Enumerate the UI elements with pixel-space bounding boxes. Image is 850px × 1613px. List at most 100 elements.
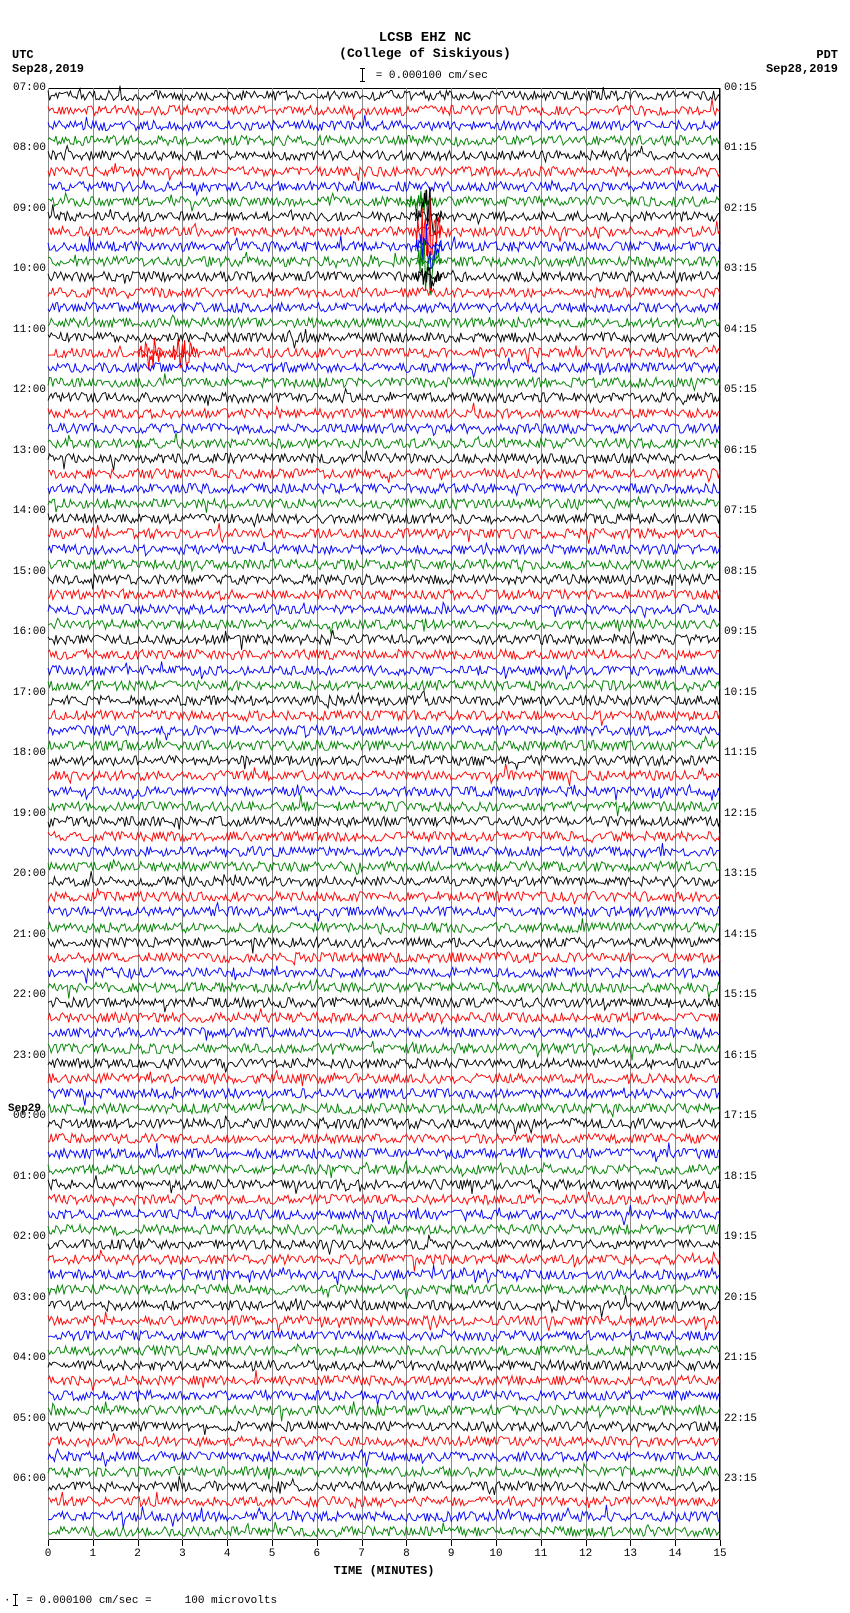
pdt-time-label: 23:15 (724, 1473, 757, 1485)
utc-time-label: 20:00 (10, 868, 46, 880)
pdt-time-label: 08:15 (724, 566, 757, 578)
x-tick-label: 2 (134, 1548, 141, 1560)
x-tick (272, 1540, 273, 1546)
x-tick-label: 12 (579, 1548, 592, 1560)
utc-time-label: 19:00 (10, 808, 46, 820)
x-tick (317, 1540, 318, 1546)
x-tick (362, 1540, 363, 1546)
station-code: LCSB EHZ NC (0, 30, 850, 46)
pdt-time-label: 14:15 (724, 929, 757, 941)
utc-time-label: 03:00 (10, 1292, 46, 1304)
pdt-time-label: 21:15 (724, 1352, 757, 1364)
utc-time-label: 01:00 (10, 1171, 46, 1183)
pdt-time-label: 00:15 (724, 82, 757, 94)
scale-indicator: = 0.000100 cm/sec (0, 68, 850, 82)
x-tick (227, 1540, 228, 1546)
utc-time-label: 14:00 (10, 505, 46, 517)
utc-time-label: 08:00 (10, 142, 46, 154)
pdt-time-label: 01:15 (724, 142, 757, 154)
x-tick (675, 1540, 676, 1546)
x-tick-label: 8 (403, 1548, 410, 1560)
x-tick-label: 6 (313, 1548, 320, 1560)
x-tick-label: 10 (489, 1548, 502, 1560)
utc-time-label: 18:00 (10, 747, 46, 759)
left-tz: UTC (12, 48, 84, 62)
pdt-time-label: 20:15 (724, 1292, 757, 1304)
pdt-time-label: 09:15 (724, 626, 757, 638)
pdt-time-label: 06:15 (724, 445, 757, 457)
x-tick (138, 1540, 139, 1546)
x-tick-label: 7 (358, 1548, 365, 1560)
x-tick-label: 3 (179, 1548, 186, 1560)
x-tick (630, 1540, 631, 1546)
utc-time-label: 23:00 (10, 1050, 46, 1062)
pdt-time-label: 17:15 (724, 1110, 757, 1122)
date-rollover-label: Sep29 (8, 1103, 41, 1115)
x-tick-label: 4 (224, 1548, 231, 1560)
utc-time-label: 07:00 (10, 82, 46, 94)
x-tick (541, 1540, 542, 1546)
station-location: (College of Siskiyous) (0, 46, 850, 61)
right-tz: PDT (766, 48, 838, 62)
x-tick (93, 1540, 94, 1546)
utc-time-label: 13:00 (10, 445, 46, 457)
pdt-time-label: 03:15 (724, 263, 757, 275)
utc-time-label: 15:00 (10, 566, 46, 578)
footer-text-right: 100 microvolts (185, 1595, 277, 1607)
scale-label: = 0.000100 cm/sec (376, 70, 488, 82)
x-axis-label: TIME (MINUTES) (48, 1564, 720, 1578)
utc-time-label: 16:00 (10, 626, 46, 638)
pdt-time-label: 18:15 (724, 1171, 757, 1183)
pdt-time-label: 11:15 (724, 747, 757, 759)
pdt-time-label: 02:15 (724, 203, 757, 215)
x-axis: TIME (MINUTES) 0123456789101112131415 (48, 1540, 720, 1580)
pdt-time-label: 12:15 (724, 808, 757, 820)
x-tick (586, 1540, 587, 1546)
pdt-time-label: 05:15 (724, 384, 757, 396)
x-tick (451, 1540, 452, 1546)
utc-time-label: 04:00 (10, 1352, 46, 1364)
seismogram-page: LCSB EHZ NC (College of Siskiyous) = 0.0… (0, 0, 850, 1613)
x-tick-label: 11 (534, 1548, 547, 1560)
left-timezone-block: UTC Sep28,2019 (12, 48, 84, 76)
x-tick-label: 15 (713, 1548, 726, 1560)
grid-line (720, 88, 721, 1540)
header: LCSB EHZ NC (College of Siskiyous) (0, 30, 850, 61)
x-tick (182, 1540, 183, 1546)
trace-row (48, 1524, 720, 1539)
footer-tick-icon: · (4, 1595, 11, 1607)
utc-time-label: 12:00 (10, 384, 46, 396)
x-tick-label: 5 (269, 1548, 276, 1560)
x-tick (48, 1540, 49, 1546)
pdt-time-label: 13:15 (724, 868, 757, 880)
pdt-time-label: 19:15 (724, 1231, 757, 1243)
utc-time-label: 06:00 (10, 1473, 46, 1485)
x-tick-label: 14 (669, 1548, 682, 1560)
utc-time-label: 05:00 (10, 1413, 46, 1425)
x-tick-label: 13 (624, 1548, 637, 1560)
x-tick-label: 1 (89, 1548, 96, 1560)
seismogram-plot (48, 88, 720, 1540)
utc-time-label: 22:00 (10, 989, 46, 1001)
right-timezone-block: PDT Sep28,2019 (766, 48, 838, 76)
pdt-time-label: 15:15 (724, 989, 757, 1001)
x-tick-label: 0 (45, 1548, 52, 1560)
pdt-time-label: 22:15 (724, 1413, 757, 1425)
utc-time-label: 17:00 (10, 687, 46, 699)
pdt-time-label: 16:15 (724, 1050, 757, 1062)
pdt-time-label: 10:15 (724, 687, 757, 699)
footer-scale: · = 0.000100 cm/sec = 100 microvolts (4, 1594, 277, 1607)
utc-time-label: 02:00 (10, 1231, 46, 1243)
x-tick-label: 9 (448, 1548, 455, 1560)
x-tick (406, 1540, 407, 1546)
utc-time-label: 21:00 (10, 929, 46, 941)
footer-bar-icon (15, 1594, 16, 1606)
utc-time-label: 11:00 (10, 324, 46, 336)
pdt-time-label: 07:15 (724, 505, 757, 517)
footer-text-left: = 0.000100 cm/sec = (26, 1595, 151, 1607)
pdt-time-label: 04:15 (724, 324, 757, 336)
x-tick (720, 1540, 721, 1546)
utc-time-label: 10:00 (10, 263, 46, 275)
left-date: Sep28,2019 (12, 62, 84, 76)
utc-time-label: 09:00 (10, 203, 46, 215)
